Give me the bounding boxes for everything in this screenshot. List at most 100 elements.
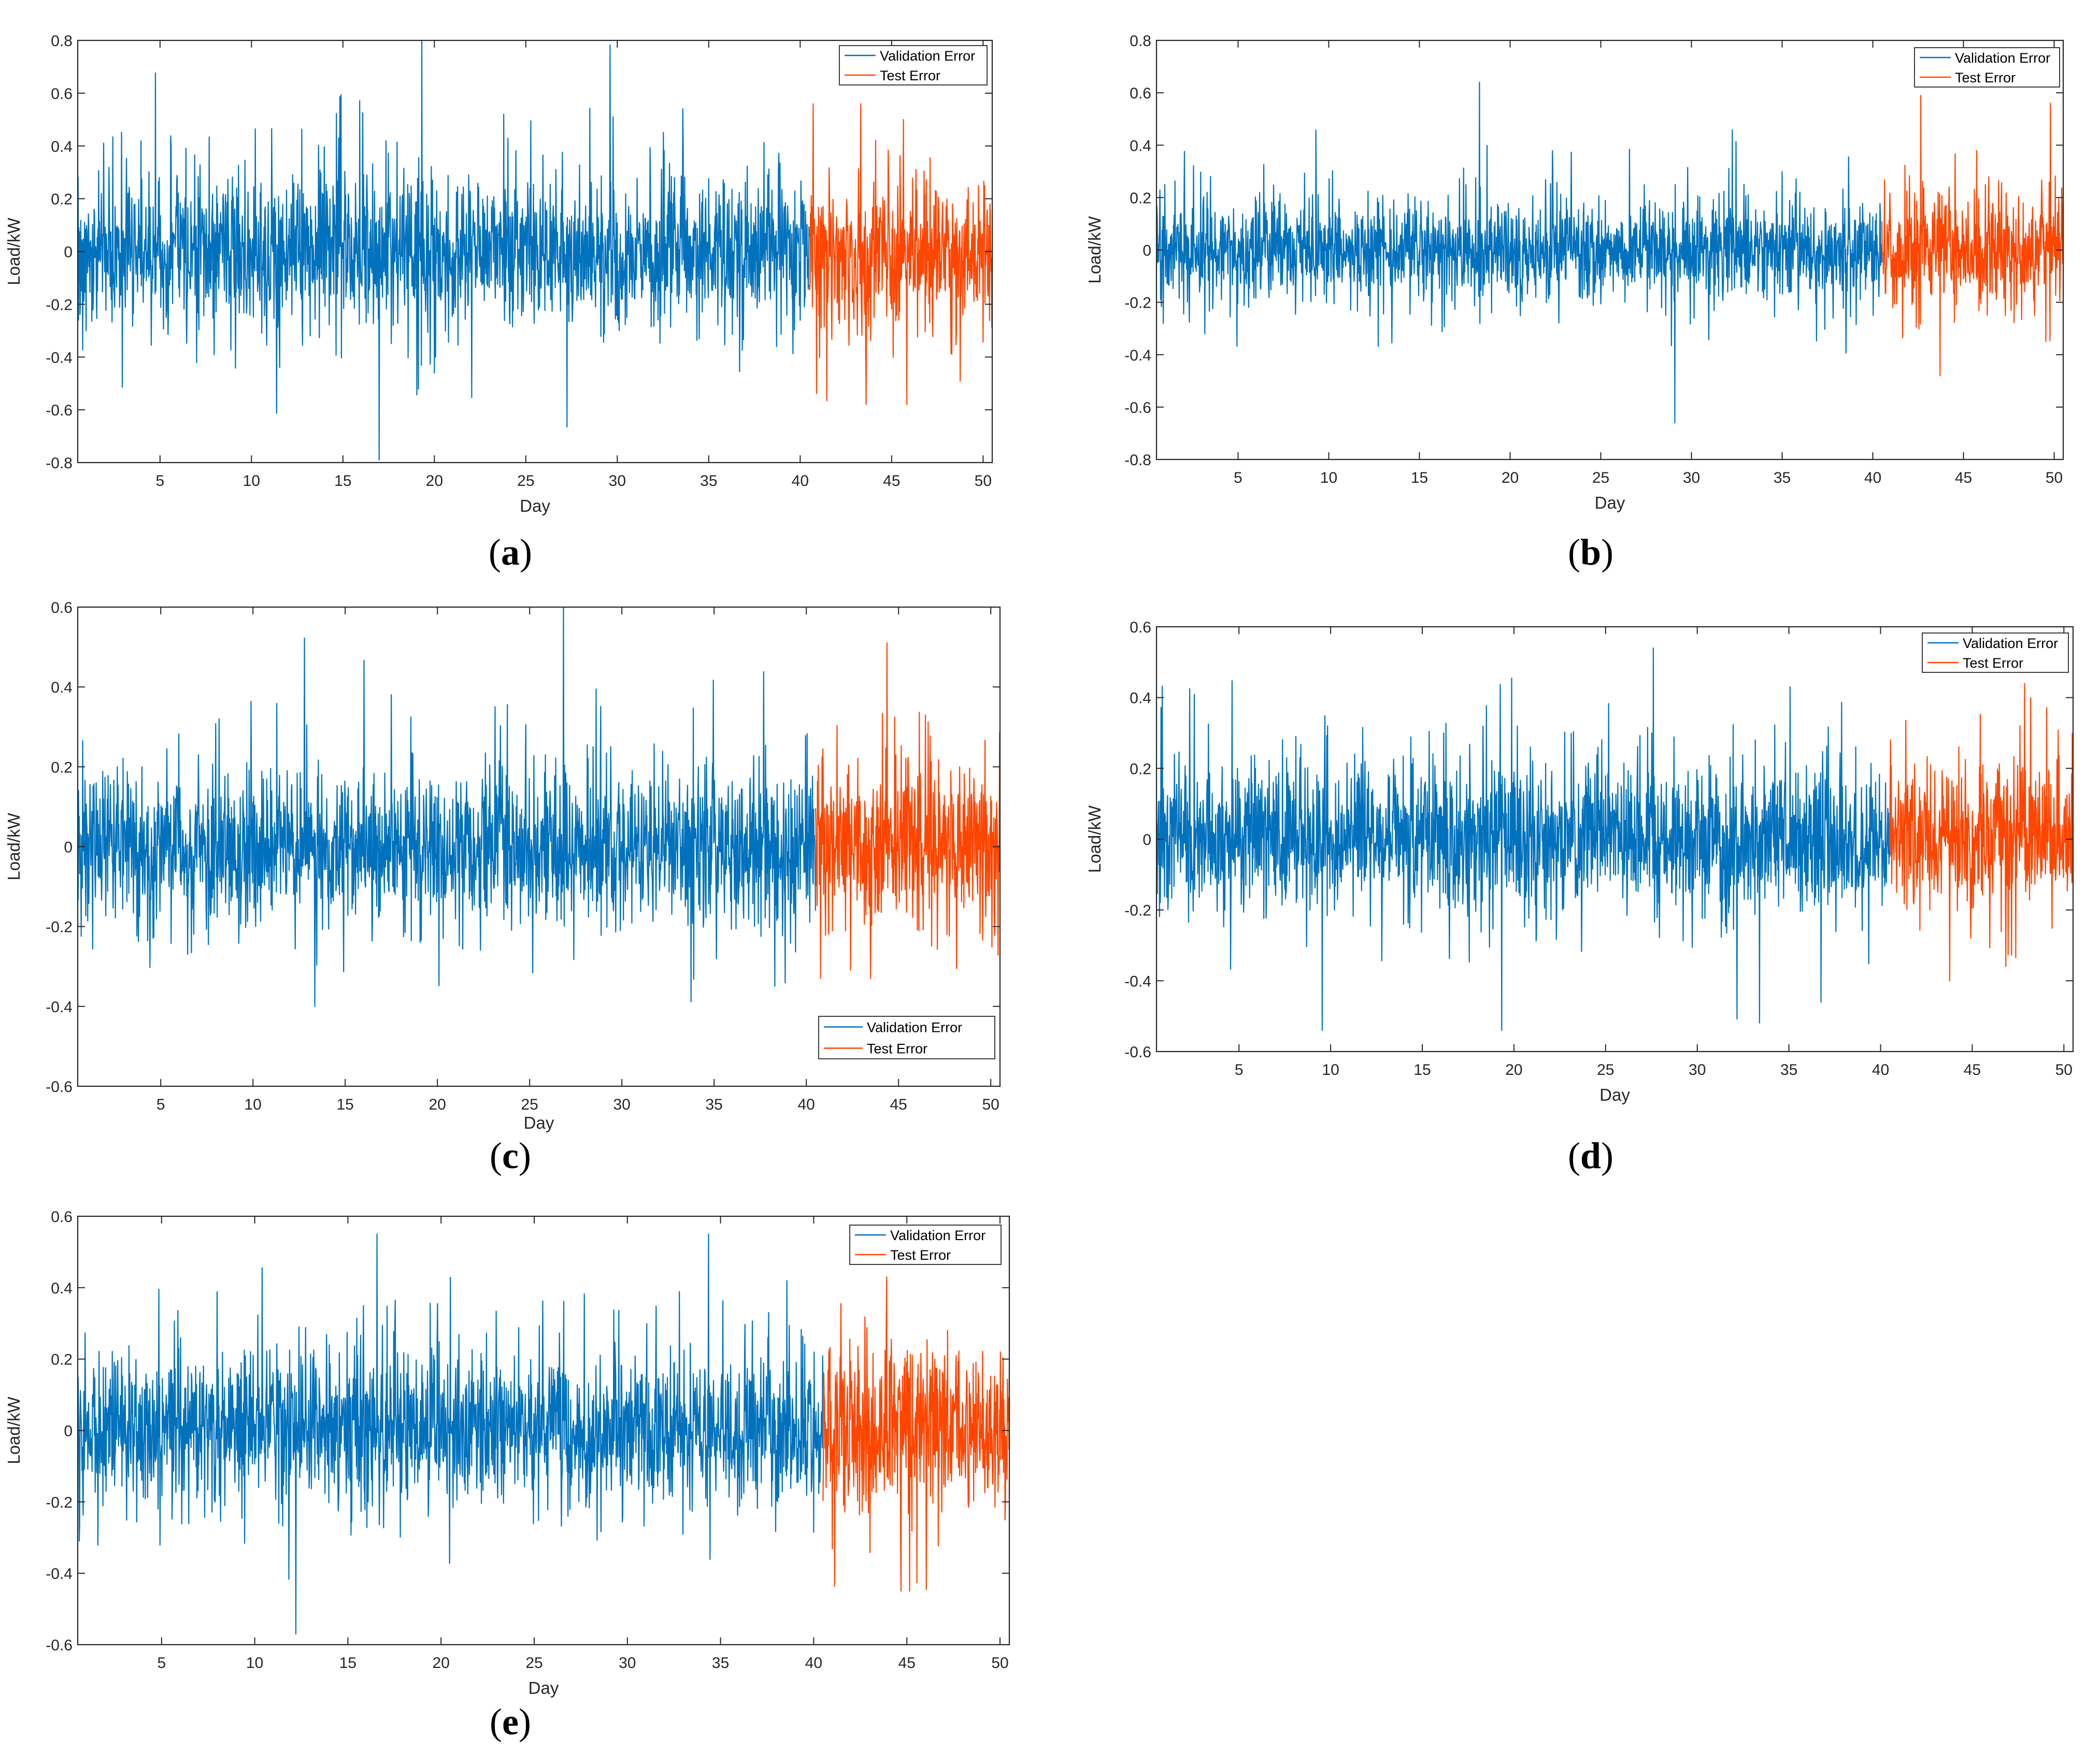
y-tick-label: 0.2 — [51, 759, 73, 776]
legend-entry: Validation Error — [867, 1020, 962, 1035]
x-tick-label: 5 — [157, 1655, 166, 1672]
legend-box — [849, 1225, 1002, 1265]
x-tick-label: 30 — [1689, 1061, 1706, 1078]
y-axis-label: Load/kW — [4, 1397, 23, 1464]
legend-entry: Validation Error — [1963, 636, 2058, 651]
x-tick-label: 5 — [1234, 469, 1242, 486]
y-tick-label: -0.4 — [1124, 347, 1151, 364]
y-tick-label: -0.8 — [1124, 452, 1151, 469]
panel-label: (c) — [490, 1135, 531, 1176]
legend: Validation Error Test Error — [1914, 47, 2060, 88]
y-tick-label: 0.6 — [51, 1209, 73, 1226]
x-tick-label: 35 — [1780, 1061, 1797, 1078]
y-tick-label: 0.6 — [51, 85, 73, 103]
legend-entry: Test Error — [1963, 655, 2023, 671]
y-tick-label: 0.4 — [51, 1280, 73, 1297]
y-tick-label: -0.4 — [46, 1565, 73, 1583]
x-tick-label: 50 — [2046, 469, 2063, 486]
legend-entry: Test Error — [880, 68, 940, 83]
y-tick-label: 0.2 — [1130, 190, 1151, 207]
panel-label: (a) — [489, 531, 532, 573]
y-tick-label: 0 — [64, 244, 73, 261]
x-tick-label: 20 — [1502, 469, 1519, 486]
x-tick-label: 50 — [975, 472, 992, 490]
y-tick-label: -0.4 — [46, 999, 73, 1016]
chart-panel-a: 5 10 15 20 25 30 35 40 45 50 -0.8 -0.6 -0.4 -0.2 0 0.2 0… — [4, 33, 993, 573]
x-tick-label: 30 — [613, 1096, 631, 1113]
x-tick-label: 10 — [246, 1655, 263, 1672]
y-tick-label: -0.4 — [46, 349, 73, 366]
chart-panel-e: 5 10 15 20 25 30 35 40 45 50 -0.6 -0.4 -0.2 0 0.2 0.4 0.… — [4, 1209, 1010, 1743]
series-group — [1156, 647, 2073, 1031]
y-tick-label: -0.6 — [46, 1637, 73, 1654]
y-axis-label: Load/kW — [4, 218, 23, 285]
x-tick-label: 15 — [339, 1655, 356, 1672]
x-tick-label: 20 — [1505, 1061, 1522, 1078]
x-tick-label: 15 — [337, 1096, 354, 1113]
x-tick-label: 35 — [1774, 469, 1791, 486]
legend-entry: Validation Error — [890, 1228, 985, 1243]
x-tick-label: 45 — [1955, 469, 1972, 486]
x-tick-label: 25 — [1592, 469, 1609, 486]
y-tick-label: 0 — [64, 1423, 73, 1440]
x-tick-label: 25 — [1597, 1061, 1614, 1078]
legend: Validation Error Test Error — [839, 45, 988, 85]
y-tick-label: -0.2 — [46, 1494, 73, 1511]
y-axis-label: Load/kW — [1085, 805, 1104, 873]
x-tick-label: 50 — [991, 1655, 1008, 1672]
x-tick-label: 15 — [334, 472, 351, 490]
x-tick-label: 35 — [706, 1096, 723, 1113]
y-tick-label: 0.6 — [51, 599, 73, 616]
x-tick-label: 20 — [433, 1655, 450, 1672]
y-tick-label: -0.4 — [1124, 973, 1151, 990]
x-axis-label: Day — [1599, 1085, 1630, 1104]
y-tick-label: 0.8 — [51, 33, 73, 50]
x-tick-label: 45 — [890, 1096, 907, 1113]
series-group — [78, 607, 1000, 1007]
series-line-validation-error — [78, 1233, 824, 1635]
y-tick-label: 0 — [1142, 242, 1151, 260]
x-tick-label: 35 — [712, 1655, 729, 1672]
panel-label: (e) — [490, 1701, 531, 1743]
x-tick-label: 5 — [156, 472, 165, 490]
series-group — [78, 1233, 1009, 1635]
y-tick-label: -0.2 — [1124, 295, 1151, 312]
y-tick-label: 0.4 — [1130, 137, 1151, 154]
legend-entry: Test Error — [867, 1041, 927, 1057]
x-axis-label: Day — [528, 1678, 559, 1698]
x-tick-label: 15 — [1411, 469, 1428, 486]
y-tick-label: -0.2 — [46, 296, 73, 313]
y-tick-label: 0.8 — [1130, 33, 1151, 50]
x-tick-label: 50 — [2055, 1061, 2073, 1078]
legend-box — [818, 1016, 995, 1059]
y-tick-label: -0.6 — [46, 1078, 73, 1096]
y-tick-label: -0.6 — [46, 402, 73, 419]
chart-panel-c: 5 10 15 20 25 30 35 40 45 50 -0.6 -0.4 -0.2 0 0.2 0.4 0.… — [4, 599, 1001, 1176]
x-tick-label: 10 — [1320, 469, 1337, 486]
y-axis-label: Load/kW — [4, 813, 23, 881]
x-tick-label: 30 — [1683, 469, 1700, 486]
series-line-validation-error — [78, 607, 817, 1007]
x-tick-label: 35 — [700, 472, 717, 490]
x-tick-label: 40 — [1872, 1061, 1889, 1078]
legend-entry: Test Error — [1955, 70, 2016, 85]
x-tick-label: 15 — [1413, 1061, 1431, 1078]
y-tick-label: -0.6 — [1124, 399, 1151, 416]
y-tick-label: -0.2 — [46, 919, 73, 936]
x-tick-label: 5 — [1235, 1061, 1244, 1078]
x-tick-label: 10 — [1322, 1061, 1339, 1078]
series-line-test-error — [815, 642, 1000, 980]
y-tick-label: 0.6 — [1130, 619, 1151, 636]
x-tick-label: 25 — [525, 1655, 542, 1672]
chart-panel-d: 5 10 15 20 25 30 35 40 45 50 -0.6 -0.4 -0.2 0 0.2 0.4 0.… — [1085, 619, 2074, 1176]
series-line-validation-error — [1156, 81, 1883, 424]
panel-label: (b) — [1568, 531, 1613, 573]
legend-entry: Validation Error — [880, 48, 975, 64]
x-axis-label: Day — [524, 1113, 554, 1132]
y-tick-label: 0 — [64, 839, 73, 856]
x-tick-label: 45 — [1964, 1061, 1981, 1078]
series-line-validation-error — [78, 40, 810, 461]
y-tick-label: 0.4 — [51, 138, 73, 155]
series-line-test-error — [1889, 683, 2073, 982]
